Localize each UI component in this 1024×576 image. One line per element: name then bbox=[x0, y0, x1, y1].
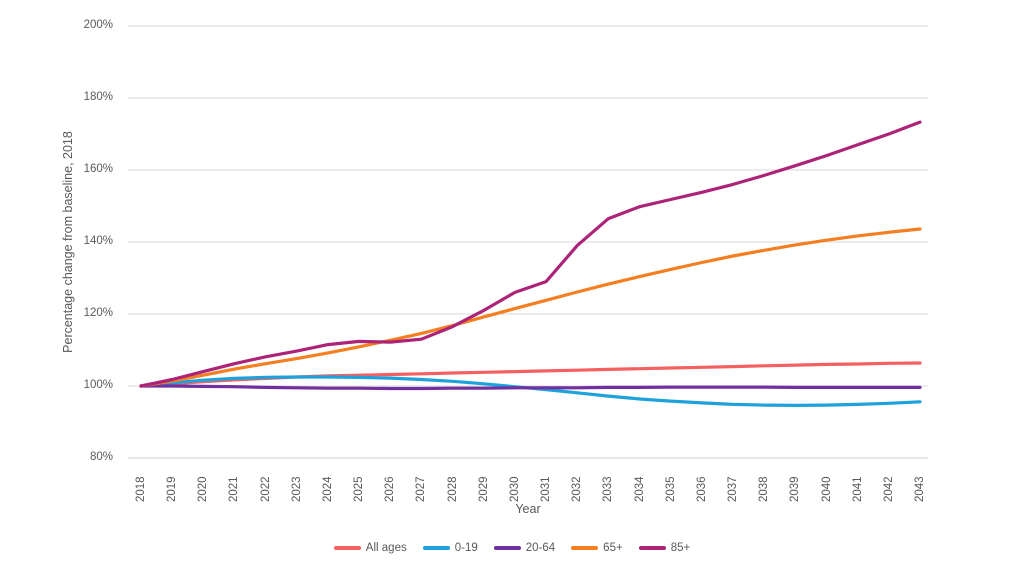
x-tick-label: 2027 bbox=[415, 476, 428, 502]
y-tick-label: 140% bbox=[83, 235, 113, 247]
x-tick-label: 2031 bbox=[540, 476, 553, 502]
x-tick-label: 2039 bbox=[789, 476, 802, 502]
y-tick-label: 80% bbox=[89, 451, 113, 463]
x-tick-label: 2024 bbox=[321, 476, 334, 502]
legend-label: All ages bbox=[365, 542, 407, 554]
y-tick-label: 160% bbox=[83, 163, 113, 175]
x-tick-label: 2029 bbox=[477, 476, 490, 502]
x-tick-label: 2034 bbox=[633, 476, 646, 502]
x-tick-label: 2025 bbox=[353, 476, 366, 502]
x-tick-label: 2033 bbox=[602, 476, 615, 502]
series-line-85- bbox=[139, 120, 922, 388]
x-axis-title: Year bbox=[515, 502, 541, 516]
x-tick-label: 2030 bbox=[508, 476, 521, 502]
x-tick-label: 2032 bbox=[571, 476, 584, 502]
chart-legend: All ages 0-19 20-64 65+ 85+ bbox=[0, 542, 1024, 554]
legend-swatch bbox=[493, 546, 521, 550]
series-line-0-19 bbox=[139, 375, 922, 407]
x-tick-label: 2026 bbox=[384, 476, 397, 502]
series-line-65- bbox=[139, 227, 922, 388]
legend-item-85-: 85+ bbox=[638, 542, 691, 554]
x-tick-label: 2020 bbox=[197, 476, 210, 502]
series-line-20-64 bbox=[139, 384, 922, 391]
x-tick-label: 2021 bbox=[228, 476, 241, 502]
y-tick-label: 200% bbox=[83, 19, 113, 31]
x-tick-label: 2023 bbox=[290, 476, 303, 502]
x-tick-label: 2022 bbox=[259, 476, 272, 502]
x-tick-label: 2037 bbox=[727, 476, 740, 502]
legend-label: 85+ bbox=[670, 542, 691, 554]
x-tick-label: 2028 bbox=[446, 476, 459, 502]
legend-item-65-: 65+ bbox=[571, 542, 623, 554]
legend-swatch bbox=[638, 546, 666, 550]
legend-label: 65+ bbox=[603, 542, 623, 554]
legend-swatch bbox=[571, 546, 599, 550]
y-tick-label: 180% bbox=[83, 91, 113, 103]
x-tick-label: 2040 bbox=[820, 476, 833, 502]
y-tick-label: 100% bbox=[83, 379, 113, 391]
y-tick-label: 120% bbox=[83, 307, 113, 319]
legend-label: 20-64 bbox=[525, 542, 556, 554]
x-tick-label: 2036 bbox=[695, 476, 708, 502]
x-tick-label: 2042 bbox=[882, 476, 895, 502]
legend-label: 0-19 bbox=[454, 542, 478, 554]
legend-swatch bbox=[422, 546, 450, 550]
legend-item-20-64: 20-64 bbox=[493, 542, 556, 554]
x-tick-label: 2018 bbox=[135, 476, 147, 502]
x-tick-label: 2041 bbox=[851, 476, 864, 502]
x-tick-label: 2019 bbox=[166, 476, 179, 502]
legend-item-all-ages: All ages bbox=[333, 542, 407, 554]
legend-swatch bbox=[333, 546, 361, 550]
x-tick-label: 2038 bbox=[758, 476, 771, 502]
legend-item-0-19: 0-19 bbox=[422, 542, 478, 554]
x-tick-label: 2035 bbox=[664, 476, 677, 502]
x-tick-label: 2043 bbox=[914, 476, 926, 502]
